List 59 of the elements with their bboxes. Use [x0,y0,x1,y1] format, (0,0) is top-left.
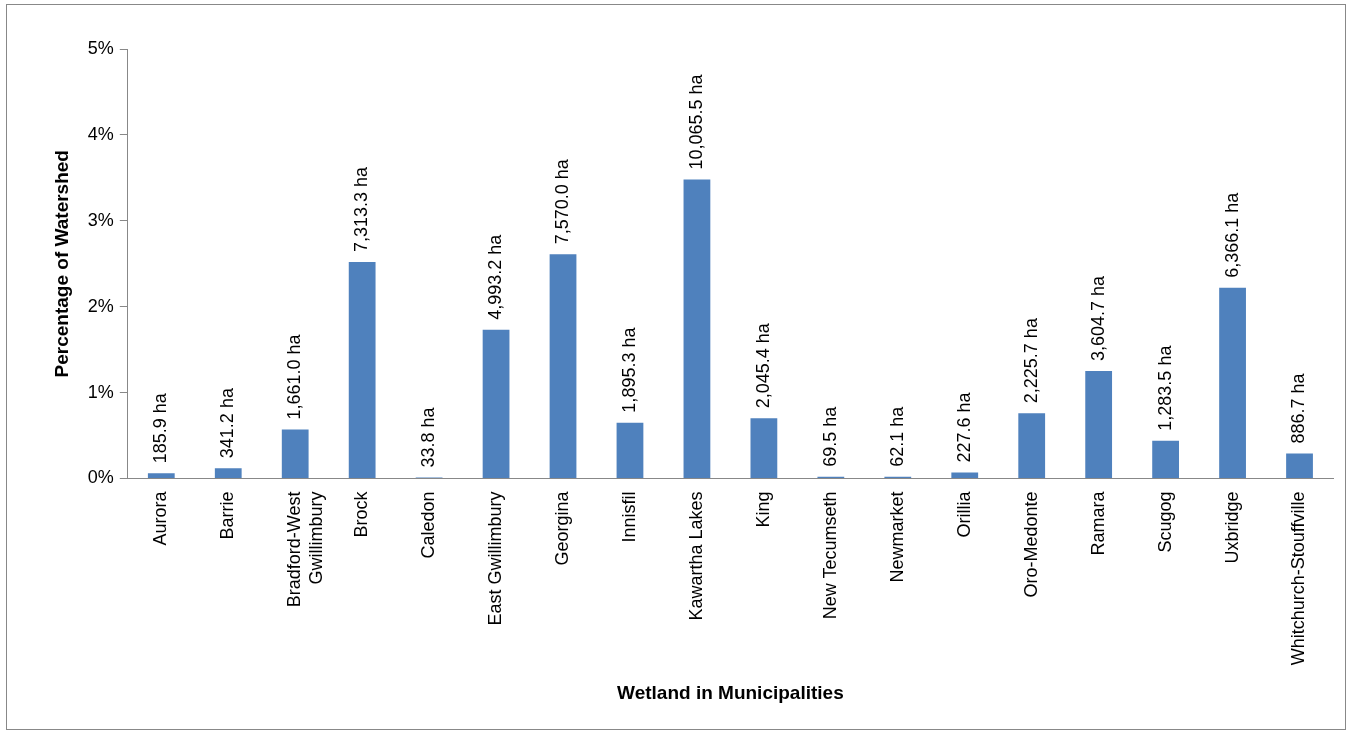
y-axis-title: Percentage of Watershed [50,150,72,378]
annotation: 1,283.5 ha [1154,344,1175,431]
bar [1085,371,1113,478]
annotation: 2,045.4 ha [752,322,773,409]
x-tick-label: Oro-Medonte [1020,491,1041,598]
bar [482,329,510,478]
annotation: 69.5 ha [819,405,840,467]
annotation: 62.1 ha [886,405,907,467]
x-tick-label: Kawartha Lakes [685,491,706,621]
x-tick-label: Orillia [953,490,974,538]
bar [147,473,175,478]
annotation: 7,570.0 ha [551,158,572,245]
annotation: 341.2 ha [217,387,238,459]
bar [616,422,644,478]
bar [683,179,711,478]
y-tick-label: 0% [87,467,114,488]
y-tick-label: 4% [87,123,114,144]
x-axis-title: Wetland in Municipalities [617,681,844,703]
annotation: 7,313.3 ha [351,165,372,253]
annotation: 10,065.5 ha [685,73,706,170]
x-tick-label: Barrie [217,491,238,540]
x-tick-label: East Gwillimbury [485,491,506,626]
x-tick-label: Uxbridge [1221,491,1242,564]
annotation: 185.9 ha [150,392,171,464]
x-tick-label: Scugog [1154,491,1175,553]
x-tick-label: Innisfil [618,491,639,543]
bar [1286,453,1313,478]
bar [1152,440,1179,478]
bar [214,468,242,478]
annotation: 6,366.1 ha [1221,191,1242,278]
x-tick-label: New Tecumseth [819,491,840,620]
annotation: 1,661.0 ha [284,333,305,420]
y-tick-label: 3% [87,209,114,230]
annotation: 4,993.2 ha [485,233,506,320]
bar [1219,287,1246,478]
x-tick-label: Aurora [150,490,171,546]
bar [348,262,376,478]
bar [750,418,778,478]
y-tick-label: 2% [87,295,114,316]
x-tick-label: Ramara [1087,490,1108,556]
x-tick-label: Brock [351,490,372,538]
bar [1018,413,1046,478]
annotation: 227.6 ha [953,391,974,463]
annotation: 33.8 ha [418,406,439,468]
x-tick-label: Whitchurch-Stouffville [1288,491,1309,666]
annotation: 3,604.7 ha [1087,275,1108,362]
y-tick-label: 1% [87,381,114,402]
y-tick-label: 5% [87,37,114,58]
annotation: 2,225.7 ha [1020,317,1041,404]
annotation: 1,895.3 ha [618,326,639,413]
x-tick-label: Georgina [551,490,572,566]
bar [281,429,309,478]
x-tick-label: King [752,491,773,528]
x-tick-label: Bradford-West Gwillimbury [284,491,326,608]
bar [951,472,979,478]
bar [549,254,577,478]
x-tick-label: Newmarket [886,491,907,583]
annotation: 886.7 ha [1288,372,1309,444]
x-tick-label: Caledon [418,491,439,559]
